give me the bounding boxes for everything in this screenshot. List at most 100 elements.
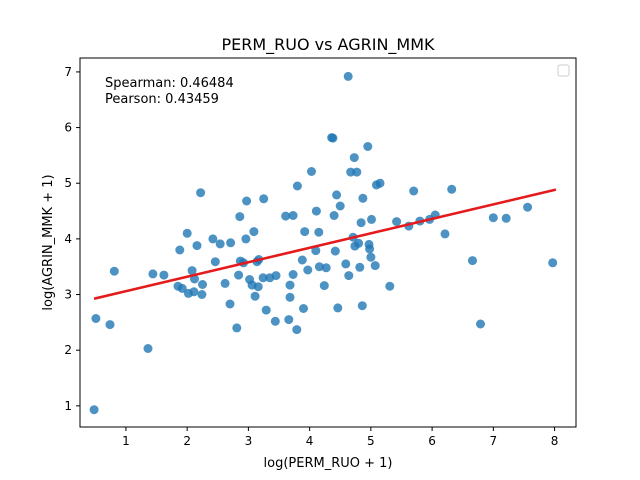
data-point bbox=[357, 301, 367, 311]
x-tick-label: 3 bbox=[245, 434, 253, 448]
data-point bbox=[91, 314, 101, 323]
data-point bbox=[175, 245, 185, 255]
data-point bbox=[352, 167, 362, 177]
x-tick-label: 6 bbox=[428, 434, 436, 448]
data-point bbox=[250, 291, 260, 301]
data-point bbox=[314, 262, 324, 272]
data-point bbox=[192, 241, 202, 251]
data-point bbox=[476, 319, 485, 329]
data-point bbox=[198, 280, 207, 289]
data-point bbox=[392, 217, 402, 227]
data-point bbox=[314, 227, 324, 237]
y-tick-label: 6 bbox=[64, 121, 72, 135]
data-point bbox=[299, 304, 308, 313]
data-point bbox=[215, 239, 225, 249]
data-point bbox=[488, 213, 498, 223]
data-point bbox=[253, 282, 263, 292]
data-point bbox=[447, 184, 457, 194]
points-layer bbox=[89, 71, 558, 415]
data-point bbox=[363, 142, 373, 151]
data-point bbox=[271, 271, 281, 281]
data-point bbox=[288, 211, 298, 220]
data-point bbox=[341, 259, 351, 269]
data-point bbox=[440, 229, 450, 239]
data-point bbox=[182, 228, 192, 238]
data-point bbox=[370, 261, 380, 271]
data-point bbox=[328, 133, 338, 143]
plot-area-frame bbox=[79, 57, 577, 428]
x-tick-label: 5 bbox=[367, 434, 375, 448]
data-point bbox=[319, 281, 329, 291]
data-point bbox=[241, 234, 251, 244]
data-point bbox=[356, 218, 366, 228]
data-point bbox=[307, 167, 316, 176]
data-point bbox=[355, 262, 365, 272]
data-point bbox=[343, 71, 353, 81]
data-point bbox=[335, 201, 345, 211]
data-point bbox=[311, 246, 321, 256]
data-point bbox=[235, 212, 245, 222]
y-tick-label: 1 bbox=[64, 399, 72, 413]
data-point bbox=[284, 315, 294, 325]
data-point bbox=[220, 278, 230, 288]
data-point bbox=[210, 257, 220, 267]
data-point bbox=[258, 273, 268, 283]
x-tick-label: 4 bbox=[306, 434, 314, 448]
data-point bbox=[321, 263, 331, 273]
x-axis-ticks: 1 2 3 4 5 6 7 8 bbox=[122, 427, 558, 448]
data-point bbox=[333, 303, 343, 313]
y-tick-label: 7 bbox=[64, 65, 72, 79]
data-point bbox=[300, 227, 310, 237]
data-point bbox=[548, 258, 558, 268]
data-point bbox=[259, 194, 269, 204]
data-point bbox=[226, 238, 236, 248]
spearman-annotation: Spearman: 0.46484 bbox=[105, 76, 234, 91]
data-point bbox=[225, 299, 235, 309]
x-axis-label: log(PERM_RUO + 1) bbox=[264, 456, 393, 471]
data-point bbox=[89, 405, 99, 415]
data-point bbox=[292, 181, 302, 191]
data-point bbox=[270, 316, 280, 326]
y-tick-label: 2 bbox=[64, 343, 72, 357]
data-point bbox=[143, 344, 153, 353]
data-point bbox=[177, 283, 187, 293]
data-point bbox=[281, 211, 291, 221]
data-point bbox=[109, 266, 119, 276]
y-tick-label: 3 bbox=[64, 288, 72, 302]
data-point bbox=[468, 256, 477, 266]
data-point bbox=[197, 290, 207, 299]
fit-line bbox=[93, 188, 557, 300]
data-point bbox=[344, 271, 354, 281]
data-point bbox=[385, 281, 395, 291]
data-point bbox=[285, 292, 295, 302]
y-tick-label: 5 bbox=[64, 176, 72, 190]
data-point bbox=[367, 214, 376, 224]
pearson-annotation: Pearson: 0.43459 bbox=[105, 92, 219, 107]
data-point bbox=[365, 244, 375, 254]
data-point bbox=[187, 266, 197, 276]
data-point bbox=[242, 196, 252, 206]
x-tick-label: 1 bbox=[122, 434, 130, 448]
data-point bbox=[249, 227, 259, 237]
x-tick-label: 2 bbox=[183, 434, 191, 448]
data-point bbox=[105, 320, 115, 330]
data-point bbox=[329, 211, 339, 220]
data-point bbox=[159, 270, 169, 280]
data-point bbox=[148, 269, 158, 279]
data-point bbox=[523, 202, 533, 212]
data-point bbox=[208, 234, 218, 244]
data-point bbox=[285, 280, 295, 290]
data-point bbox=[330, 246, 340, 256]
data-point bbox=[332, 190, 342, 200]
x-tick-label: 7 bbox=[490, 434, 498, 448]
data-point bbox=[234, 270, 244, 280]
data-point bbox=[303, 265, 313, 275]
data-point bbox=[358, 193, 368, 203]
data-point bbox=[354, 238, 364, 248]
data-point bbox=[366, 252, 376, 262]
y-axis-ticks: 1 2 3 4 5 6 7 bbox=[64, 65, 80, 413]
data-point bbox=[501, 213, 511, 223]
data-point bbox=[261, 305, 271, 315]
